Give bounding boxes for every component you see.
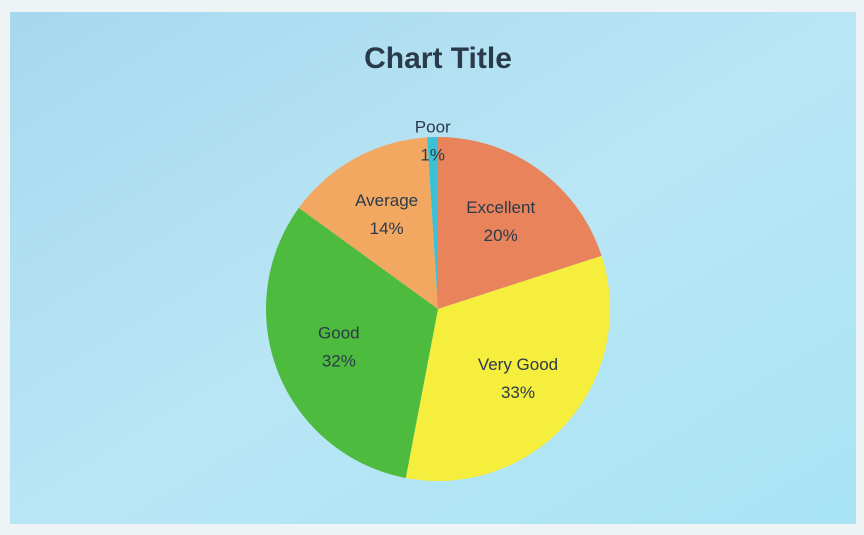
slice-label: Good <box>318 324 360 343</box>
slice-value-label: 14% <box>370 219 404 238</box>
slice-value-label: 1% <box>420 146 445 165</box>
pie-slice <box>266 207 438 478</box>
pie-slice <box>438 137 602 309</box>
slice-value-label: 33% <box>501 383 535 402</box>
pie-slice <box>427 137 438 309</box>
slice-value-label: 32% <box>322 352 356 371</box>
slice-label: Excellent <box>466 198 535 217</box>
pie-slice <box>405 255 610 481</box>
slice-label: Average <box>355 191 418 210</box>
slice-value-label: 20% <box>484 226 518 245</box>
chart-title: Chart Title <box>364 42 512 75</box>
slice-label: Very Good <box>478 355 558 374</box>
pie-slice <box>298 137 438 309</box>
slice-label: Poor <box>415 118 451 137</box>
